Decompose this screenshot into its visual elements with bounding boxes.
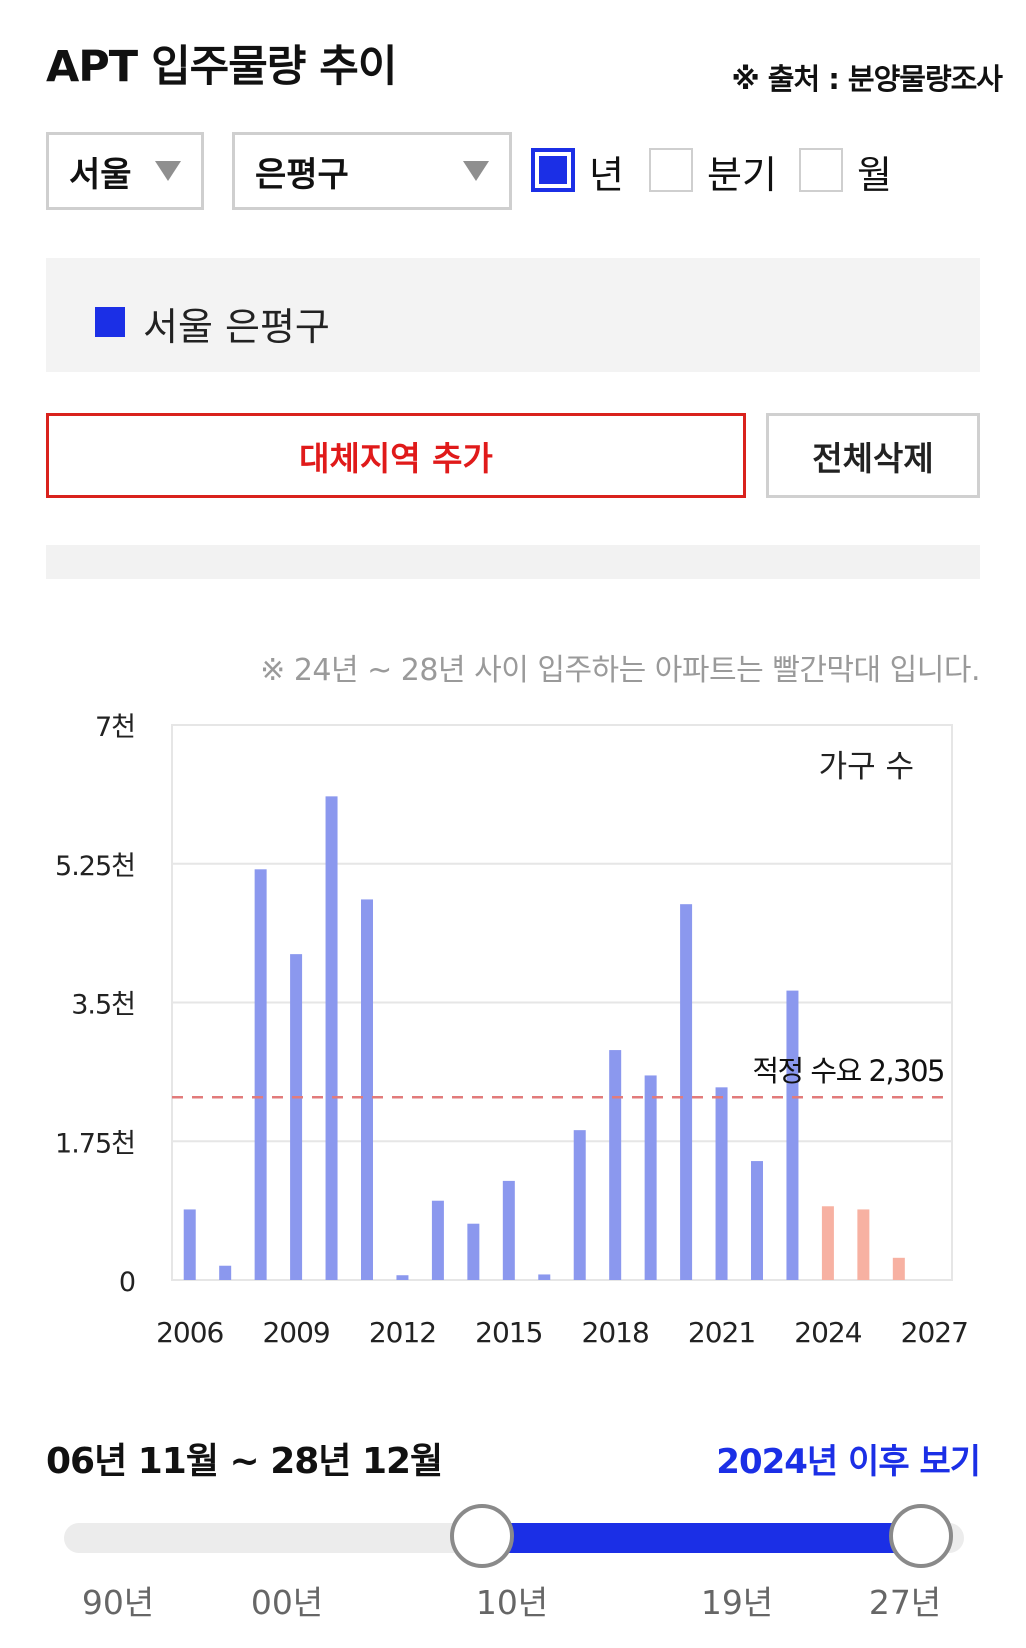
x-tick-label: 2009 bbox=[262, 1316, 329, 1349]
y-tick-label: 1.75천 bbox=[55, 1128, 135, 1159]
bar-2012 bbox=[396, 1275, 409, 1280]
source-note: ※ 출처 : 분양물량조사 bbox=[731, 62, 1003, 96]
dropdown-arrow-icon bbox=[155, 161, 181, 181]
page-title: APT 입주물량 추이 bbox=[46, 42, 397, 92]
district-select[interactable]: 은평구 bbox=[232, 132, 512, 210]
reference-line-label: 적정 수요 2,305 bbox=[752, 1054, 944, 1088]
bar-2010 bbox=[325, 796, 338, 1280]
divider-bar bbox=[46, 545, 980, 579]
bar-2015 bbox=[502, 1180, 515, 1280]
checkbox-year-label[interactable]: 년 bbox=[589, 153, 624, 197]
y-tick-label: 0 bbox=[119, 1267, 135, 1298]
series-label: 가구 수 bbox=[819, 749, 914, 785]
after-2024-link[interactable]: 2024년 이후 보기 bbox=[716, 1442, 981, 1482]
checkbox-quarter[interactable] bbox=[649, 148, 693, 192]
bar-2014 bbox=[467, 1223, 480, 1280]
x-tick-label: 2024 bbox=[794, 1316, 861, 1349]
city-select[interactable]: 서울 bbox=[46, 132, 204, 210]
bar-2017 bbox=[573, 1130, 586, 1280]
district-select-value: 은평구 bbox=[255, 154, 349, 195]
range-slider-end-handle[interactable] bbox=[889, 1504, 953, 1568]
bar-2021 bbox=[715, 1087, 728, 1280]
bar-2025 bbox=[857, 1209, 870, 1280]
checkbox-quarter-label[interactable]: 분기 bbox=[707, 153, 777, 197]
y-tick-label: 5.25천 bbox=[55, 851, 135, 882]
y-tick-label: 3.5천 bbox=[71, 990, 135, 1021]
bar-2019 bbox=[644, 1075, 657, 1280]
x-tick-label: 2018 bbox=[582, 1316, 649, 1349]
bar-2008 bbox=[254, 869, 267, 1280]
x-tick-label: 2021 bbox=[688, 1316, 755, 1349]
bar-2016 bbox=[538, 1274, 551, 1280]
slider-label: 00년 bbox=[250, 1583, 324, 1622]
bar-2026 bbox=[892, 1257, 905, 1280]
checkbox-month[interactable] bbox=[799, 148, 843, 192]
slider-label: 27년 bbox=[868, 1583, 942, 1622]
slider-label: 90년 bbox=[81, 1583, 155, 1622]
legend-panel bbox=[46, 258, 980, 372]
bar-2009 bbox=[290, 954, 303, 1280]
x-tick-label: 2012 bbox=[369, 1316, 436, 1349]
legend-label: 서울 은평구 bbox=[143, 305, 330, 349]
bar-2023 bbox=[786, 990, 799, 1280]
bar-2024 bbox=[821, 1206, 834, 1280]
range-slider-track[interactable] bbox=[64, 1523, 964, 1553]
bar-2006 bbox=[183, 1209, 196, 1280]
bar-2022 bbox=[751, 1161, 763, 1280]
checkbox-month-label[interactable]: 월 bbox=[857, 153, 892, 197]
x-tick-label: 2027 bbox=[901, 1316, 968, 1349]
range-slider-fill bbox=[482, 1523, 921, 1553]
city-select-value: 서울 bbox=[69, 154, 132, 195]
range-text: 06년 11월 ~ 28년 12월 bbox=[46, 1441, 443, 1482]
chart-note: ※ 24년 ~ 28년 사이 입주하는 아파트는 빨간막대 입니다. bbox=[260, 653, 980, 688]
x-tick-label: 2006 bbox=[156, 1316, 223, 1349]
legend-swatch bbox=[95, 307, 125, 337]
slider-label: 10년 bbox=[475, 1583, 549, 1622]
bar-2020 bbox=[680, 904, 693, 1280]
checkbox-year[interactable] bbox=[531, 148, 575, 192]
bar-2013 bbox=[431, 1200, 444, 1280]
dropdown-arrow-icon bbox=[463, 161, 489, 181]
delete-all-button[interactable]: 전체삭제 bbox=[766, 413, 980, 498]
bar-2007 bbox=[219, 1265, 232, 1280]
y-tick-label: 7천 bbox=[95, 712, 135, 743]
range-slider-start-handle[interactable] bbox=[450, 1504, 514, 1568]
slider-label: 19년 bbox=[700, 1583, 774, 1622]
x-tick-label: 2015 bbox=[475, 1316, 542, 1349]
bar-2018 bbox=[609, 1050, 622, 1280]
bar-2011 bbox=[361, 899, 373, 1280]
add-region-button[interactable]: 대체지역 추가 bbox=[46, 413, 746, 498]
